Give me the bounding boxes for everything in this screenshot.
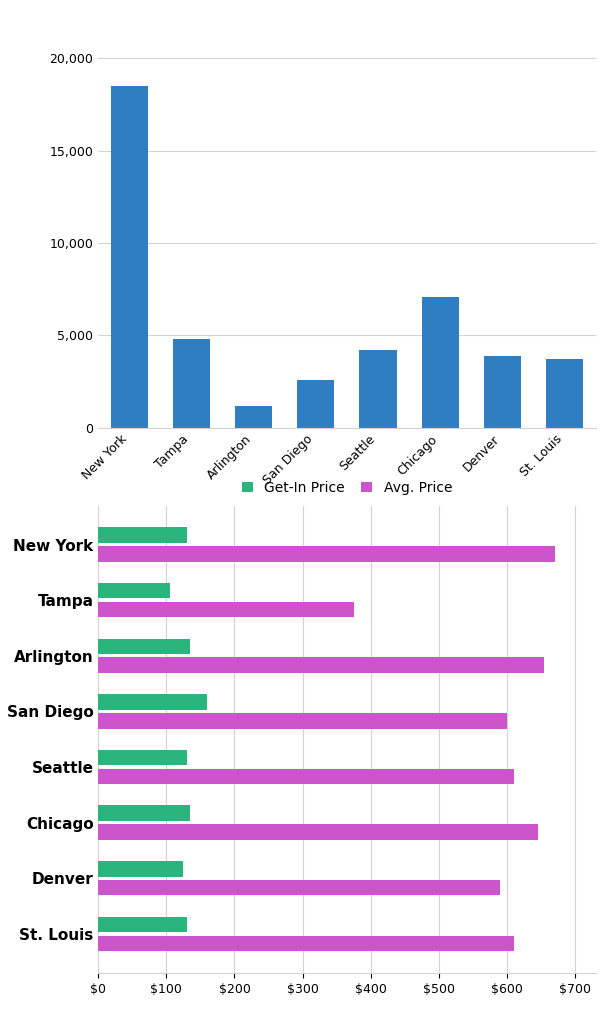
Bar: [98, 546, 554, 562]
Bar: [111, 86, 148, 428]
Bar: [98, 527, 187, 543]
Bar: [173, 339, 210, 428]
Bar: [98, 657, 545, 673]
Bar: [98, 936, 514, 951]
Bar: [98, 806, 190, 821]
Bar: [98, 694, 208, 710]
Bar: [98, 750, 187, 765]
Bar: [98, 880, 500, 896]
Bar: [421, 297, 459, 428]
Bar: [98, 916, 187, 932]
Bar: [98, 602, 354, 617]
Bar: [484, 355, 521, 428]
Bar: [297, 380, 335, 428]
Bar: [98, 769, 514, 784]
Bar: [98, 861, 184, 877]
Bar: [98, 639, 190, 654]
Legend: Get-In Price, Avg. Price: Get-In Price, Avg. Price: [236, 475, 457, 501]
Bar: [98, 713, 507, 729]
Bar: [98, 824, 538, 840]
Bar: [235, 406, 272, 428]
Bar: [98, 583, 170, 598]
Bar: [359, 350, 397, 428]
Bar: [546, 359, 583, 428]
